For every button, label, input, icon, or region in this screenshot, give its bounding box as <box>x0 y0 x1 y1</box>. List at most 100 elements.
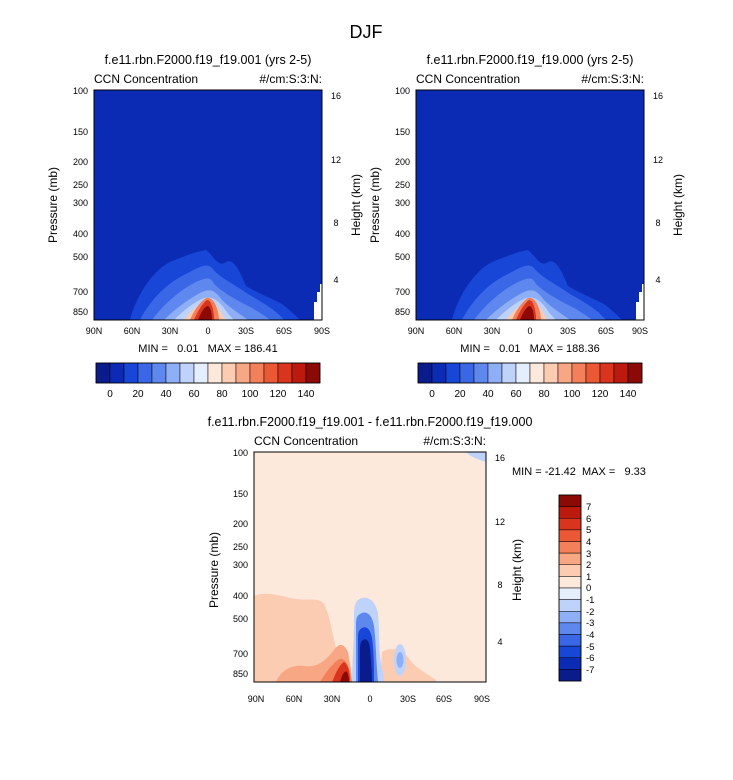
panel-2-frame <box>415 89 645 321</box>
panel-1-contour-band <box>198 306 212 320</box>
x-tick-label: 60S <box>436 694 452 704</box>
colorbar-swatch <box>558 645 582 658</box>
colorbar-label: 40 <box>482 389 494 400</box>
y-tick-label: 850 <box>233 669 248 679</box>
y-tick-label: 150 <box>395 127 410 137</box>
colorbar-swatch <box>558 552 582 565</box>
colorbar-swatch <box>137 362 153 384</box>
colorbar-label: 100 <box>564 389 581 400</box>
y-tick-label: 200 <box>73 157 88 167</box>
colorbar-frame <box>95 362 321 384</box>
x-tick-label: 60S <box>598 326 614 336</box>
panel-3-y2label: Height (km) <box>510 539 524 601</box>
colorbar-swatch <box>543 362 559 384</box>
y-tick-label: 300 <box>395 198 410 208</box>
x-tick-label: 60N <box>124 326 141 336</box>
colorbar-label: 120 <box>592 389 609 400</box>
y2-tick-label: 16 <box>331 91 341 101</box>
x-tick-label: 30N <box>162 326 179 336</box>
colorbar-label: -3 <box>586 618 594 629</box>
panel-2-left-label: CCN Concentration <box>416 72 520 86</box>
panel-2-colorbar: 0 20 40 60 80 100 120 140 <box>417 362 643 400</box>
y2-tick-label: 8 <box>333 218 338 228</box>
colorbar-swatch <box>558 541 582 554</box>
panel-2-right-label: #/cm:S:3:N: <box>581 72 644 86</box>
y-tick-label: 400 <box>233 591 248 601</box>
colorbar-swatch <box>558 657 582 670</box>
x-tick-label: 0 <box>527 326 532 336</box>
colorbar-swatch <box>558 622 582 635</box>
colorbar-label: 6 <box>586 514 591 525</box>
y-tick-label: 250 <box>233 542 248 552</box>
y-tick-label: 700 <box>395 287 410 297</box>
y2-tick-label: 4 <box>497 637 502 647</box>
panel-2-plot <box>415 89 645 321</box>
colorbar-swatch <box>599 362 615 384</box>
colorbar-swatch <box>473 362 489 384</box>
colorbar-swatch <box>515 362 531 384</box>
panel-1-colorbar: 0 20 40 60 80 100 120 140 <box>95 362 321 400</box>
colorbar-swatch <box>109 362 125 384</box>
x-tick-label: 30S <box>238 326 254 336</box>
y2-tick-label: 4 <box>333 275 338 285</box>
y-tick-label: 700 <box>233 649 248 659</box>
panel-3-contour-band <box>396 652 404 668</box>
y-tick-label: 400 <box>395 229 410 239</box>
x-tick-label: 90S <box>314 326 330 336</box>
y-tick-label: 100 <box>395 86 410 96</box>
colorbar-swatch <box>558 518 582 531</box>
colorbar-swatch <box>557 362 573 384</box>
colorbar-label: -5 <box>586 642 594 653</box>
y2-tick-label: 16 <box>495 453 505 463</box>
y-tick-label: 700 <box>73 287 88 297</box>
panel-1-x-ticks: 90N 60N 30N 0 30S 60S 90S <box>86 326 330 336</box>
colorbar-swatch <box>95 362 111 384</box>
colorbar-label: 40 <box>160 389 172 400</box>
colorbar-swatch <box>558 576 582 589</box>
panel-3-y2-ticks: 16 12 8 4 <box>495 453 505 647</box>
x-tick-label: 0 <box>205 326 210 336</box>
colorbar-swatch <box>558 564 582 577</box>
colorbar-swatch <box>193 362 209 384</box>
colorbar-label: 140 <box>620 389 637 400</box>
colorbar-swatch <box>558 587 582 600</box>
colorbar-label: 60 <box>188 389 200 400</box>
panel-1-right-label: #/cm:S:3:N: <box>259 72 322 86</box>
panel-1-y2-ticks: 16 12 8 4 <box>331 91 341 285</box>
colorbar-swatch <box>277 362 293 384</box>
colorbar-swatch <box>487 362 503 384</box>
panel-1-plot <box>93 89 323 321</box>
panel-1-frame <box>93 89 323 321</box>
colorbar-label: 4 <box>586 537 591 548</box>
panel-2-stats: MIN = 0.01 MAX = 188.36 <box>460 343 599 355</box>
colorbar-swatch <box>558 494 582 507</box>
colorbar-label: 0 <box>586 583 591 594</box>
colorbar-swatch <box>459 362 475 384</box>
x-tick-label: 90N <box>408 326 425 336</box>
colorbar-label: -1 <box>586 595 594 606</box>
panel-3-contour-band <box>360 639 372 682</box>
y2-tick-label: 12 <box>495 517 505 527</box>
panel-3-contour-band <box>340 671 349 682</box>
y2-tick-label: 8 <box>497 580 502 590</box>
panel-2-y-ticks: 100 150 200 250 300 400 500 700 850 <box>395 86 410 317</box>
colorbar-label: 20 <box>132 389 144 400</box>
colorbar-swatch <box>558 634 582 647</box>
y2-tick-label: 16 <box>653 91 663 101</box>
colorbar-swatch <box>291 362 307 384</box>
colorbar-swatch <box>263 362 279 384</box>
colorbar-label: 60 <box>510 389 522 400</box>
colorbar-label: 0 <box>429 389 435 400</box>
x-tick-label: 90S <box>474 694 490 704</box>
x-tick-label: 60N <box>446 326 463 336</box>
colorbar-swatch <box>558 599 582 612</box>
panel-2-y2label: Height (km) <box>671 174 685 236</box>
panel-2-title: f.e11.rbn.F2000.f19_f19.000 (yrs 2-5) <box>427 53 634 67</box>
colorbar-swatch <box>123 362 139 384</box>
colorbar-label: 140 <box>298 389 315 400</box>
panel-2-y2-ticks: 16 12 8 4 <box>653 91 663 285</box>
x-tick-label: 30N <box>324 694 341 704</box>
figure-title: DJF <box>350 22 383 42</box>
colorbar-label: 120 <box>270 389 287 400</box>
colorbar-swatch <box>627 362 643 384</box>
